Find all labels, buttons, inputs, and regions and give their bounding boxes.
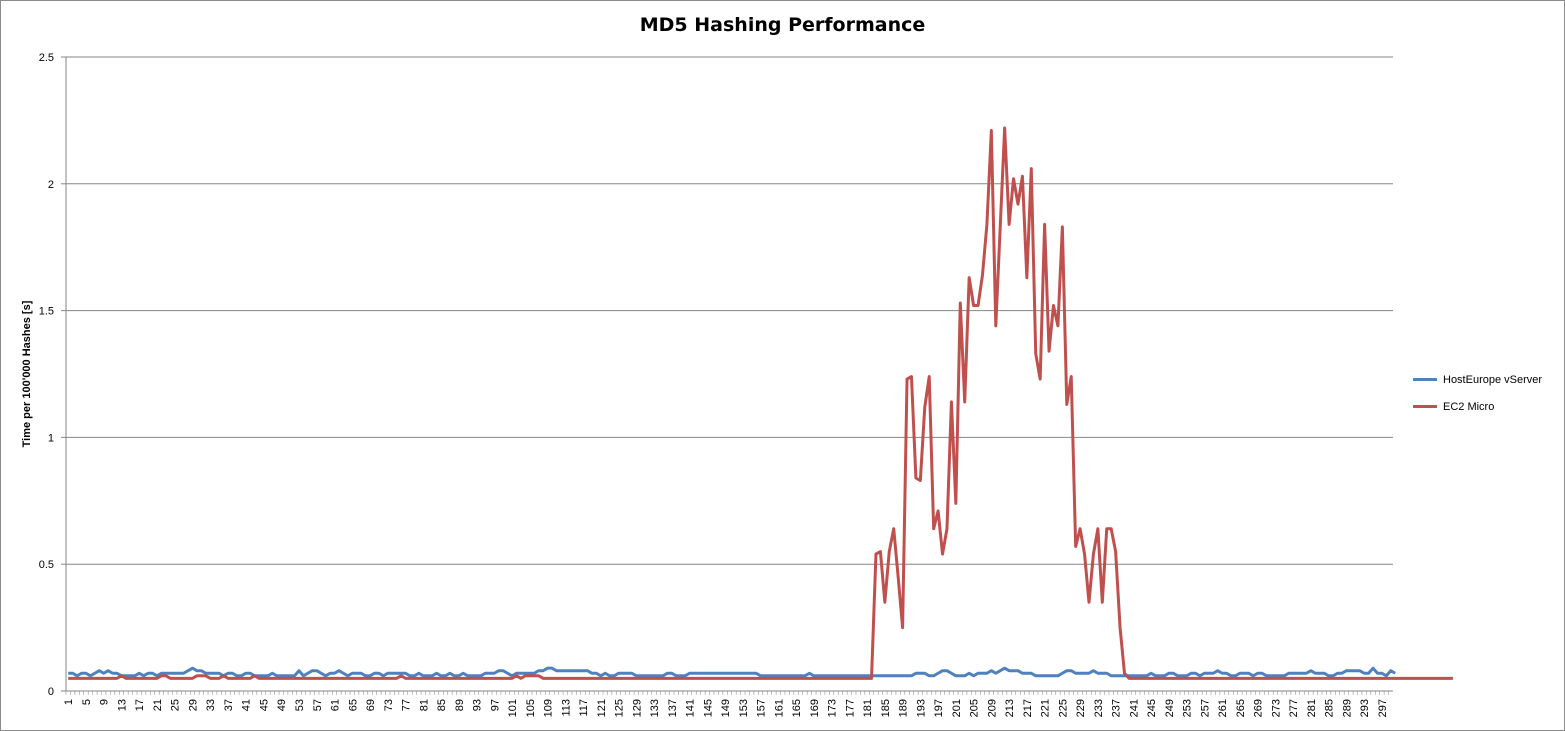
x-tick-label: 73 bbox=[383, 699, 395, 711]
x-tick-label: 277 bbox=[1288, 699, 1300, 717]
x-tick-label: 269 bbox=[1253, 699, 1265, 717]
y-axis-ticks: 0 0.5 1 1.5 2 2.5 bbox=[39, 52, 54, 698]
x-tick-label: 49 bbox=[276, 699, 288, 711]
legend-label-ec2: EC2 Micro bbox=[1443, 400, 1495, 413]
x-tick-label: 153 bbox=[738, 699, 750, 717]
x-tick-label: 65 bbox=[347, 699, 359, 711]
y-axis-label: Time per 100'000 Hashes [s] bbox=[21, 300, 33, 447]
x-tick-label: 189 bbox=[898, 699, 910, 717]
x-tick-label: 205 bbox=[969, 699, 981, 717]
x-tick-label: 201 bbox=[951, 699, 963, 717]
x-tick-label: 9 bbox=[99, 699, 111, 705]
x-tick-label: 45 bbox=[258, 699, 270, 711]
x-tick-label: 273 bbox=[1270, 699, 1282, 717]
x-tick-label: 61 bbox=[330, 699, 342, 711]
x-tick-label: 233 bbox=[1093, 699, 1105, 717]
x-tick-label: 141 bbox=[685, 699, 697, 717]
x-tick-label: 89 bbox=[454, 699, 466, 711]
x-tick-label: 41 bbox=[241, 699, 253, 711]
x-tick-label: 185 bbox=[880, 699, 892, 717]
x-tick-label: 237 bbox=[1111, 699, 1123, 717]
x-tick-label: 261 bbox=[1217, 699, 1229, 717]
x-tick-label: 109 bbox=[543, 699, 555, 717]
x-tick-label: 101 bbox=[507, 699, 519, 717]
x-tick-label: 137 bbox=[667, 699, 679, 717]
x-tick-label: 133 bbox=[649, 699, 661, 717]
x-tick-label: 1 bbox=[63, 699, 75, 705]
x-tick-label: 293 bbox=[1359, 699, 1371, 717]
x-tick-label: 229 bbox=[1075, 699, 1087, 717]
x-tick-label: 21 bbox=[152, 699, 164, 711]
x-tick-label: 17 bbox=[134, 699, 146, 711]
x-tick-label: 169 bbox=[809, 699, 821, 717]
y-tick-label: 2.5 bbox=[39, 52, 54, 64]
x-tick-label: 129 bbox=[631, 699, 643, 717]
x-tick-label: 121 bbox=[596, 699, 608, 717]
x-tick-label: 5 bbox=[81, 699, 93, 705]
x-tick-label: 217 bbox=[1022, 699, 1034, 717]
legend-item-ec2: EC2 Micro bbox=[1413, 393, 1542, 420]
chart-title: MD5 Hashing Performance bbox=[639, 14, 926, 36]
x-tick-label: 173 bbox=[827, 699, 839, 717]
x-tick-label: 33 bbox=[205, 699, 217, 711]
x-tick-label: 281 bbox=[1306, 699, 1318, 717]
x-tick-label: 105 bbox=[525, 699, 537, 717]
x-tick-label: 297 bbox=[1377, 699, 1389, 717]
series-lines bbox=[68, 126, 1453, 680]
x-tick-label: 117 bbox=[578, 699, 590, 717]
x-tick-label: 81 bbox=[418, 699, 430, 711]
x-tick-label: 113 bbox=[560, 699, 572, 717]
y-tick-label: 2 bbox=[48, 179, 54, 191]
x-tick-label: 37 bbox=[223, 699, 235, 711]
x-tick-label: 29 bbox=[187, 699, 199, 711]
x-tick-label: 225 bbox=[1057, 699, 1069, 717]
x-tick-label: 241 bbox=[1128, 699, 1140, 717]
x-tick-label: 249 bbox=[1164, 699, 1176, 717]
x-tick-label: 257 bbox=[1199, 699, 1211, 717]
x-tick-label: 253 bbox=[1182, 699, 1194, 717]
legend-swatch-ec2 bbox=[1413, 405, 1437, 408]
x-tick-label: 245 bbox=[1146, 699, 1158, 717]
x-tick-label: 161 bbox=[773, 699, 785, 717]
x-tick-label: 265 bbox=[1235, 699, 1247, 717]
y-tick-label: 1.5 bbox=[39, 306, 54, 318]
x-tick-label: 209 bbox=[986, 699, 998, 717]
x-axis-ticks: 1 5 9 13 17 21 25 29 33 37 41 45 49 53 57 61 65 69 73 77 81 8… bbox=[63, 691, 1389, 717]
x-tick-label: 181 bbox=[862, 699, 874, 717]
x-tick-label: 193 bbox=[915, 699, 927, 717]
x-tick-label: 25 bbox=[170, 699, 182, 711]
legend-item-hosteurope: HostEurope vServer bbox=[1413, 366, 1542, 393]
x-tick-label: 53 bbox=[294, 699, 306, 711]
x-tick-label: 93 bbox=[472, 699, 484, 711]
x-tick-label: 165 bbox=[791, 699, 803, 717]
x-tick-label: 149 bbox=[720, 699, 732, 717]
x-tick-label: 197 bbox=[933, 699, 945, 717]
x-tick-label: 157 bbox=[756, 699, 768, 717]
x-tick-label: 97 bbox=[489, 699, 501, 711]
legend-label-hosteurope: HostEurope vServer bbox=[1443, 373, 1543, 386]
x-tick-label: 77 bbox=[401, 699, 413, 711]
series-line-hosteurope bbox=[68, 666, 1396, 678]
x-tick-label: 85 bbox=[436, 699, 448, 711]
x-tick-label: 289 bbox=[1341, 699, 1353, 717]
x-tick-label: 13 bbox=[116, 699, 128, 711]
legend: HostEurope vServer EC2 Micro bbox=[1413, 366, 1542, 420]
y-tick-label: 0 bbox=[48, 686, 54, 698]
series-line-ec2 bbox=[68, 126, 1453, 680]
x-tick-label: 213 bbox=[1004, 699, 1016, 717]
x-tick-label: 125 bbox=[614, 699, 626, 717]
legend-swatch-hosteurope bbox=[1413, 378, 1437, 381]
x-tick-label: 145 bbox=[702, 699, 714, 717]
y-tick-label: 0.5 bbox=[39, 559, 54, 571]
y-tick-label: 1 bbox=[48, 432, 54, 444]
x-tick-label: 221 bbox=[1040, 699, 1052, 717]
x-tick-label: 177 bbox=[844, 699, 856, 717]
gridlines bbox=[61, 56, 1393, 692]
x-tick-label: 285 bbox=[1324, 699, 1336, 717]
x-tick-label: 69 bbox=[365, 699, 377, 711]
x-tick-label: 57 bbox=[312, 699, 324, 711]
